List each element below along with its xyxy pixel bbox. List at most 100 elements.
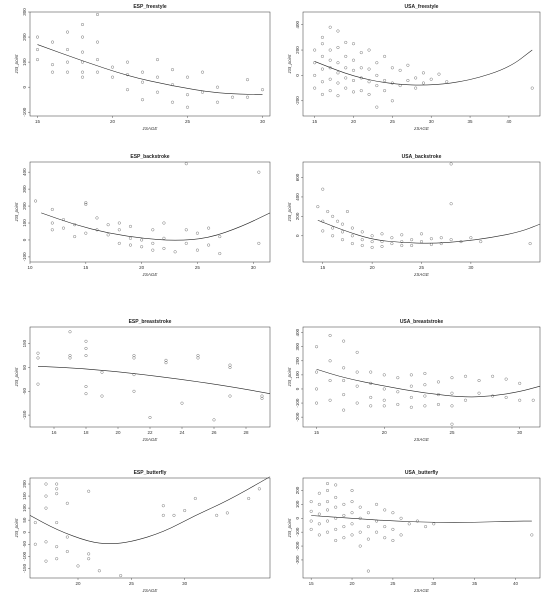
data-point (81, 60, 84, 64)
data-point (84, 201, 88, 205)
y-axis-label: zSI_point (14, 367, 19, 388)
data-point (410, 238, 414, 242)
data-point (315, 401, 319, 405)
fitted-curve (316, 368, 541, 398)
data-point (326, 530, 329, 534)
data-point (450, 404, 454, 408)
data-point (50, 207, 54, 211)
data-point (261, 88, 264, 92)
data-point (369, 404, 373, 408)
data-point (65, 501, 69, 505)
x-tick-label: 20 (75, 581, 81, 586)
plot-frame (29, 326, 271, 428)
data-point (36, 356, 40, 360)
data-point (439, 242, 443, 246)
data-point (359, 51, 363, 55)
y-tick-label: 200 (295, 357, 300, 365)
x-tick-label: 15 (314, 430, 320, 435)
plot-frame (302, 11, 541, 117)
y-tick-label: -200 (295, 541, 300, 551)
data-point (528, 242, 532, 246)
data-point (380, 232, 384, 236)
data-point (410, 244, 414, 247)
data-point (55, 521, 59, 525)
data-point (445, 80, 449, 84)
data-point (369, 370, 373, 374)
data-point (36, 382, 40, 386)
data-point (342, 525, 346, 529)
data-point (341, 222, 344, 226)
x-tick-label: 30 (517, 430, 523, 435)
data-point (97, 569, 101, 573)
data-point (317, 512, 321, 516)
data-point (164, 358, 168, 362)
chart-panel-5: ESP_breaststroke 16 18 20 22 24 26 28 -150 -50 50 1… (14, 319, 271, 442)
data-point (423, 394, 427, 398)
data-point (313, 86, 317, 90)
data-point (437, 72, 441, 76)
y-axis-label: zSI_point (287, 202, 292, 223)
data-point (391, 527, 395, 531)
data-point (218, 252, 222, 256)
data-point (51, 40, 54, 44)
data-point (342, 366, 346, 370)
data-point (344, 40, 348, 44)
data-point (172, 513, 176, 517)
data-point (328, 398, 332, 402)
y-tick-label: 150 (22, 339, 27, 347)
x-tick-label: 30 (429, 119, 435, 124)
data-point (439, 236, 443, 240)
data-point (382, 387, 386, 391)
data-point (320, 54, 324, 58)
data-point (375, 530, 379, 534)
data-point (382, 373, 386, 377)
data-point (336, 46, 340, 49)
x-tick-label: 30 (468, 265, 474, 270)
data-point (55, 557, 59, 561)
y-tick-label: 0 (295, 234, 300, 237)
y-tick-label: 300 (295, 342, 300, 350)
data-point (216, 100, 219, 104)
x-tick-label: 22 (147, 430, 153, 435)
data-point (336, 71, 340, 75)
data-point (151, 241, 155, 245)
y-axis-label: zSI_point (14, 518, 19, 539)
data-point (141, 80, 144, 84)
data-point (68, 356, 72, 360)
data-point (391, 511, 395, 515)
fitted-curve (311, 515, 532, 523)
data-point (117, 241, 121, 245)
data-point (369, 381, 373, 385)
chart-title: USA_butterfly (405, 470, 439, 476)
data-point (81, 70, 84, 74)
plot-frame (29, 477, 271, 579)
data-point (400, 240, 404, 244)
data-point (186, 93, 189, 97)
data-point (328, 25, 332, 29)
data-point (334, 527, 338, 531)
data-point (51, 63, 54, 67)
x-axis-label: zSAGE (413, 272, 430, 277)
data-point (128, 236, 132, 240)
data-point (358, 516, 362, 520)
data-point (366, 569, 370, 573)
chart-panel-4: USA_backstroke 15 20 25 30 0 200 400 600 zSAGE zSI… (287, 154, 541, 277)
data-point (55, 487, 59, 491)
x-tick-label: 25 (449, 430, 455, 435)
x-tick-label: 30 (260, 119, 266, 124)
y-tick-label: 200 (22, 480, 27, 488)
data-point (326, 519, 329, 523)
x-tick-label: 20 (350, 581, 356, 586)
data-point (55, 492, 59, 496)
data-point (218, 235, 222, 239)
x-tick-label: 25 (419, 265, 425, 270)
data-point (132, 356, 136, 360)
data-point (247, 497, 251, 500)
x-tick-label: 35 (468, 119, 474, 124)
data-point (171, 68, 174, 72)
data-point (491, 374, 495, 378)
data-point (344, 76, 348, 80)
data-point (315, 387, 319, 391)
data-point (180, 401, 184, 405)
x-tick-label: 40 (513, 581, 519, 586)
